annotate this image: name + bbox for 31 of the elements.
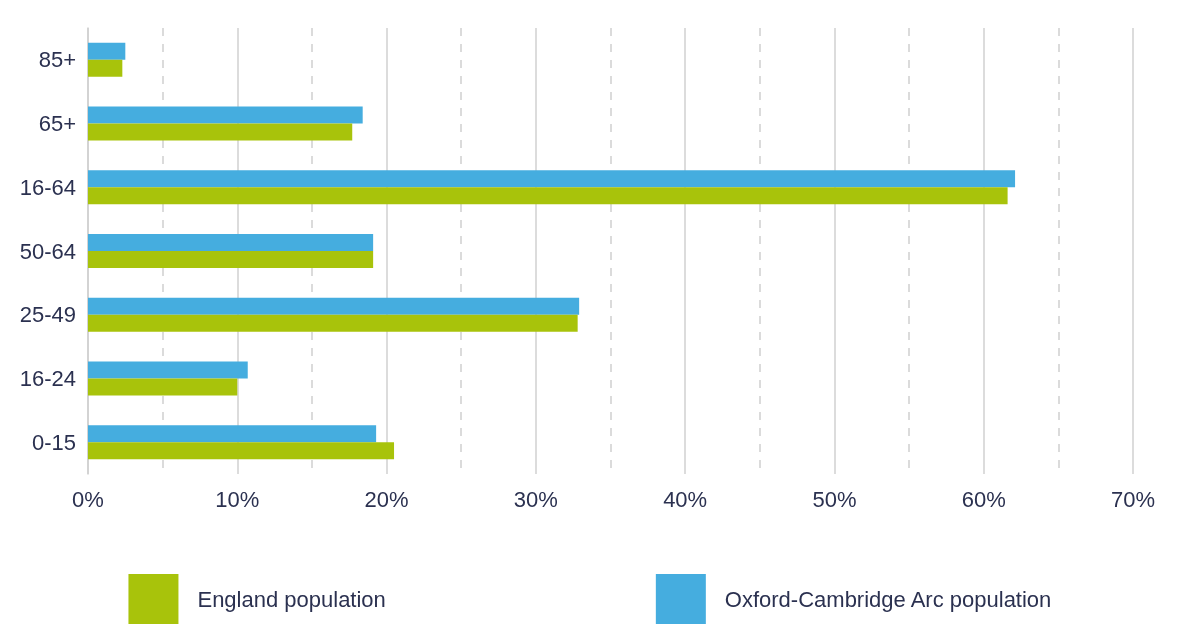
bar <box>88 42 126 60</box>
bar <box>88 187 1008 205</box>
bar <box>88 123 353 141</box>
x-tick-label: 10% <box>215 486 260 512</box>
x-tick-label: 20% <box>364 486 409 512</box>
bar <box>88 314 578 332</box>
bar <box>88 378 238 396</box>
bar <box>88 361 248 379</box>
legend-label: Oxford-Cambridge Arc population <box>724 586 1052 612</box>
x-tick-label: 50% <box>812 486 857 512</box>
y-tick-label: 16-64 <box>19 174 76 200</box>
bar <box>88 425 377 443</box>
x-tick-label: 70% <box>1110 486 1156 512</box>
y-tick-label: 50-64 <box>19 238 76 264</box>
y-tick-label: 25-49 <box>19 302 76 328</box>
x-tick-label: 30% <box>513 486 558 512</box>
bar <box>88 59 123 77</box>
y-tick-label: 16-24 <box>19 365 76 391</box>
legend-label: England population <box>197 586 386 612</box>
y-tick-label: 85+ <box>38 47 76 73</box>
x-tick-label: 40% <box>663 486 708 512</box>
bar <box>88 170 1016 188</box>
bar <box>88 442 395 460</box>
x-tick-label: 0% <box>72 486 104 512</box>
y-tick-label: 0-15 <box>31 429 76 455</box>
bar <box>88 297 580 315</box>
y-tick-label: 65+ <box>38 111 76 137</box>
bar <box>88 234 374 251</box>
x-tick-label: 60% <box>961 486 1006 512</box>
bar <box>88 251 374 268</box>
bar <box>88 106 363 124</box>
